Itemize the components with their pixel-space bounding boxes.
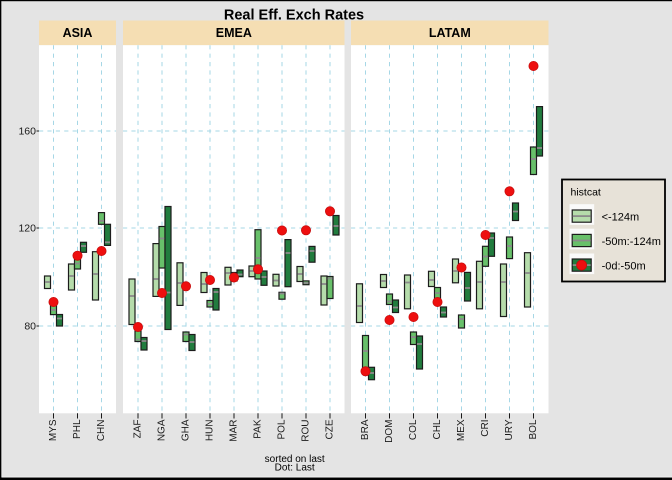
svg-text:MYS: MYS bbox=[48, 419, 59, 441]
svg-text:<-124m: <-124m bbox=[602, 211, 640, 223]
svg-text:-0d:-50m: -0d:-50m bbox=[602, 261, 646, 273]
svg-text:LATAM: LATAM bbox=[429, 26, 471, 40]
svg-text:CRI: CRI bbox=[480, 420, 491, 437]
svg-text:MAR: MAR bbox=[229, 420, 240, 442]
svg-text:MEX: MEX bbox=[456, 419, 467, 441]
svg-text:HUN: HUN bbox=[205, 420, 216, 442]
svg-text:POL: POL bbox=[277, 419, 288, 439]
svg-text:PAK: PAK bbox=[253, 419, 264, 439]
svg-text:PHL: PHL bbox=[72, 419, 83, 439]
svg-text:NGA: NGA bbox=[157, 419, 168, 441]
svg-text:EMEA: EMEA bbox=[216, 26, 252, 40]
svg-text:BRA: BRA bbox=[360, 419, 371, 440]
svg-text:80: 80 bbox=[24, 321, 36, 333]
svg-text:GHA: GHA bbox=[181, 419, 192, 441]
svg-text:COL: COL bbox=[408, 419, 419, 440]
svg-text:Dot: Last: Dot: Last bbox=[275, 463, 315, 474]
svg-text:sorted on last: sorted on last bbox=[265, 454, 325, 465]
svg-text:CHL: CHL bbox=[432, 419, 443, 439]
svg-text:histcat: histcat bbox=[571, 187, 601, 199]
svg-text:URY: URY bbox=[504, 419, 515, 440]
svg-text:Real Eff. Exch Rates: Real Eff. Exch Rates bbox=[224, 8, 364, 24]
svg-text:120: 120 bbox=[18, 223, 36, 235]
svg-text:DOM: DOM bbox=[384, 420, 395, 443]
svg-text:CHN: CHN bbox=[96, 420, 107, 442]
svg-text:ZAF: ZAF bbox=[133, 420, 144, 439]
svg-text:CZE: CZE bbox=[325, 419, 336, 439]
svg-text:160: 160 bbox=[18, 126, 36, 138]
svg-text:ASIA: ASIA bbox=[63, 26, 93, 40]
svg-text:-50m:-124m: -50m:-124m bbox=[602, 236, 661, 248]
svg-text:BOL: BOL bbox=[528, 419, 539, 439]
svg-text:ROU: ROU bbox=[301, 420, 312, 442]
